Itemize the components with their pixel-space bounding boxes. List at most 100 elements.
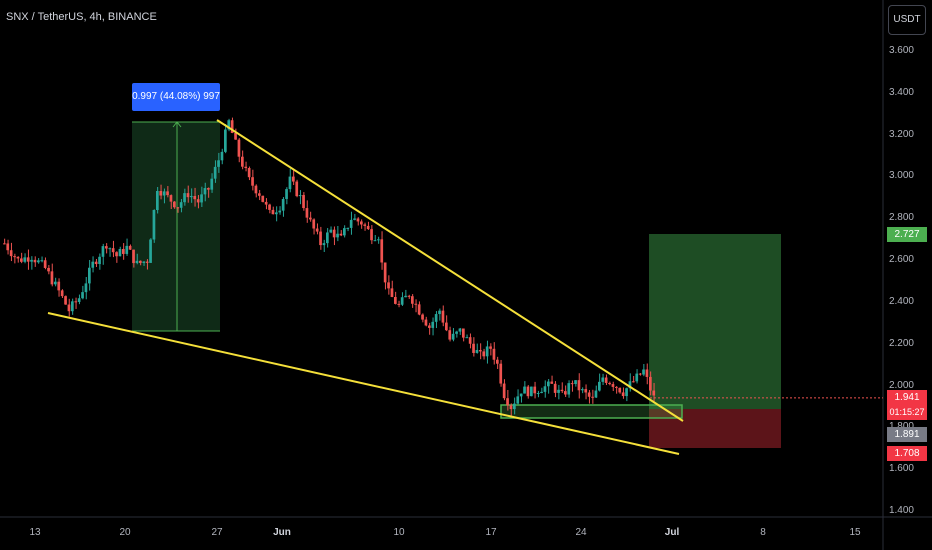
candle-body bbox=[43, 260, 47, 268]
candle-body bbox=[533, 386, 537, 394]
price-tick: 2.000 bbox=[888, 379, 914, 391]
candle-body bbox=[431, 321, 435, 328]
candle-body bbox=[564, 391, 567, 395]
candle-body bbox=[13, 256, 16, 258]
candle-body bbox=[193, 195, 197, 200]
candle-body bbox=[479, 349, 482, 352]
candle-body bbox=[482, 351, 486, 357]
candle-body bbox=[179, 202, 183, 208]
profit-zone[interactable] bbox=[649, 234, 781, 409]
candle-body bbox=[264, 201, 268, 205]
candle-body bbox=[26, 257, 30, 262]
loss-zone[interactable] bbox=[649, 409, 781, 448]
time-tick: 17 bbox=[485, 527, 497, 538]
candle-body bbox=[118, 248, 122, 257]
candle-body bbox=[271, 209, 275, 215]
candle-body bbox=[54, 281, 57, 285]
candle-body bbox=[159, 190, 163, 196]
candle-body bbox=[309, 217, 312, 220]
candle-body bbox=[591, 396, 594, 398]
candle-body bbox=[213, 166, 217, 179]
candle-body bbox=[329, 229, 333, 233]
candle-body bbox=[625, 388, 628, 397]
candle-body bbox=[152, 210, 156, 240]
candle-body bbox=[332, 229, 336, 238]
candle-body bbox=[220, 151, 224, 161]
candle-body bbox=[363, 224, 367, 226]
candle-body bbox=[468, 337, 472, 344]
candle-body bbox=[37, 260, 40, 263]
candle-body bbox=[207, 188, 210, 190]
candle-body bbox=[642, 369, 645, 375]
candle-body bbox=[237, 139, 241, 157]
candle-body bbox=[128, 245, 132, 250]
candle-body bbox=[315, 228, 319, 232]
candle-body bbox=[203, 188, 207, 195]
candle-body bbox=[312, 219, 316, 229]
candle-body bbox=[108, 248, 112, 250]
candle-body bbox=[499, 363, 503, 384]
candle-body bbox=[516, 396, 520, 404]
candle-body bbox=[16, 256, 20, 259]
candle-body bbox=[553, 383, 557, 393]
candle-body bbox=[98, 256, 101, 265]
candle-body bbox=[618, 387, 622, 393]
candles-group bbox=[3, 117, 656, 418]
lower-trendline[interactable] bbox=[47, 312, 680, 455]
candle-body bbox=[305, 208, 309, 218]
candle-body bbox=[475, 349, 479, 353]
candle-body bbox=[584, 389, 588, 393]
candle-body bbox=[513, 403, 516, 410]
candle-body bbox=[285, 189, 288, 199]
candle-body bbox=[339, 233, 343, 236]
candle-body bbox=[472, 343, 475, 353]
candle-body bbox=[322, 243, 326, 246]
support-box[interactable] bbox=[500, 404, 683, 419]
price-tick: 3.000 bbox=[888, 170, 914, 182]
time-tick: 27 bbox=[211, 527, 223, 538]
candle-body bbox=[465, 337, 469, 339]
candle-body bbox=[441, 310, 445, 323]
candle-body bbox=[489, 346, 492, 349]
candle-body bbox=[343, 228, 346, 236]
candle-body bbox=[217, 160, 220, 167]
candle-body bbox=[3, 243, 6, 245]
upper-trendline[interactable] bbox=[216, 119, 684, 422]
candle-body bbox=[407, 295, 411, 297]
candle-body bbox=[458, 328, 462, 332]
candle-body bbox=[621, 392, 625, 397]
price-tick: 2.200 bbox=[888, 337, 914, 349]
candle-body bbox=[6, 243, 10, 251]
candle-body bbox=[377, 239, 380, 241]
countdown-badge: 01:15:27 bbox=[887, 405, 927, 420]
price-tick: 3.400 bbox=[888, 86, 914, 98]
candle-body bbox=[241, 156, 244, 167]
candle-body bbox=[224, 129, 227, 152]
candle-body bbox=[485, 346, 489, 357]
candle-body bbox=[298, 195, 302, 197]
candle-body bbox=[94, 261, 98, 265]
candle-body bbox=[604, 377, 608, 383]
candle-body bbox=[74, 301, 78, 303]
candle-body bbox=[275, 212, 278, 215]
candle-body bbox=[162, 191, 166, 196]
currency-button[interactable]: USDT bbox=[888, 5, 926, 35]
candle-body bbox=[397, 303, 401, 305]
candle-body bbox=[506, 398, 509, 406]
measure-zone[interactable] bbox=[132, 122, 220, 331]
candle-body bbox=[336, 233, 339, 238]
candle-body bbox=[448, 330, 452, 340]
candle-body bbox=[281, 198, 285, 211]
candle-body bbox=[638, 373, 642, 375]
candle-body bbox=[421, 314, 424, 320]
candle-body bbox=[210, 178, 214, 190]
candle-body bbox=[451, 333, 455, 340]
candle-body bbox=[176, 207, 180, 209]
candle-body bbox=[50, 271, 54, 285]
candle-body bbox=[587, 392, 591, 397]
candle-body bbox=[547, 381, 550, 387]
candle-body bbox=[183, 193, 186, 203]
candle-body bbox=[635, 373, 639, 382]
symbol-title[interactable]: SNX / TetherUS, 4h, BINANCE bbox=[6, 11, 157, 23]
